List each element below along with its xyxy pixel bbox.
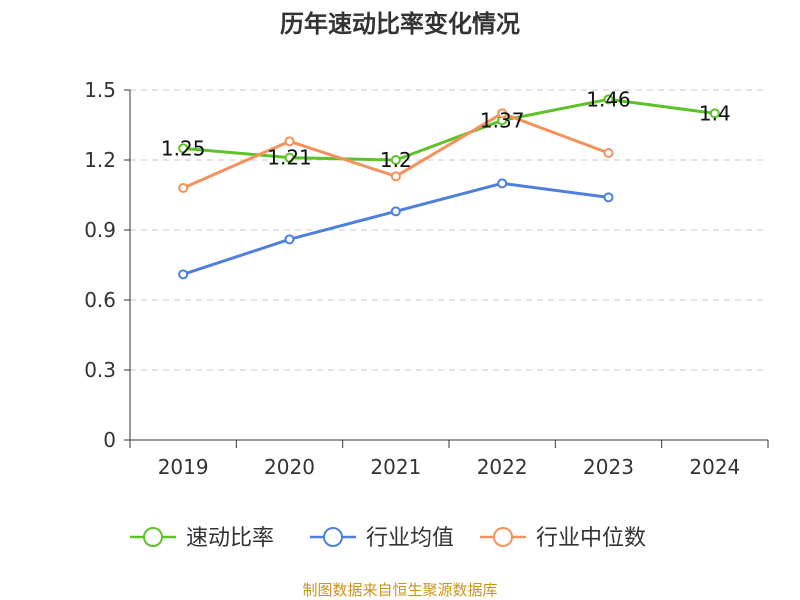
data-point-0: [709, 108, 720, 119]
data-point-2: [284, 136, 295, 147]
data-point-2: [390, 171, 401, 182]
legend-label: 速动比率: [186, 526, 274, 551]
x-tick-label: 2020: [264, 455, 315, 479]
data-point-1: [178, 269, 189, 280]
data-point-0: [390, 155, 401, 165]
data-label: 1.2: [380, 148, 412, 172]
data-point-1: [603, 192, 614, 203]
data-point-2: [497, 108, 508, 119]
legend-swatch-marker: [143, 527, 163, 547]
data-label: 1.21: [267, 146, 312, 170]
data-point-2: [603, 148, 614, 158]
y-tick-label: 1.2: [84, 148, 116, 172]
x-tick-label: 2023: [583, 455, 634, 479]
legend-item-2: 行业中位数: [480, 526, 646, 551]
data-point-2: [178, 183, 189, 193]
series-line-1: [181, 181, 610, 276]
data-point-1: [497, 178, 508, 189]
data-label: 1.25: [161, 136, 206, 160]
y-tick-label: 0.6: [84, 288, 116, 312]
y-tick-label: 0: [103, 428, 116, 452]
data-label: 1.37: [480, 108, 525, 132]
x-tick-label: 2019: [158, 455, 209, 479]
data-point-1: [284, 234, 295, 245]
legend-item-1: 行业均值: [310, 526, 454, 551]
legend: 速动比率 行业均值 行业中位数: [130, 526, 646, 551]
y-tick-label: 0.3: [84, 358, 116, 382]
axis-layer: 0 0.3 0.6 0.9 1.2 1.5 2019 2020 2021 2022 2023 2024: [84, 78, 769, 479]
data-label-layer: 1.25 1.21 1.2 1.37 1.46 1.4: [161, 87, 731, 172]
legend-swatch-marker: [493, 527, 513, 547]
x-tick-label: 2021: [370, 455, 421, 479]
data-point-0: [603, 94, 614, 105]
x-tick-label: 2024: [689, 455, 740, 479]
legend-swatch-marker: [323, 527, 343, 547]
data-point-0: [284, 152, 295, 163]
y-tick-label: 1.5: [84, 78, 116, 102]
chart-title: 历年速动比率变化情况: [280, 10, 520, 38]
legend-label: 行业中位数: [536, 526, 646, 551]
legend-label: 行业均值: [366, 526, 454, 551]
series-line-0: [181, 97, 717, 162]
y-tick-label: 0.9: [84, 218, 116, 242]
data-point-1: [390, 206, 401, 217]
x-tick-label: 2022: [477, 455, 528, 479]
series-layer: [178, 94, 720, 280]
grid-layer: [130, 89, 768, 371]
source-note: 制图数据来自恒生聚源数据库: [302, 581, 497, 599]
data-label: 1.4: [699, 101, 731, 125]
legend-item-0: 速动比率: [130, 526, 274, 551]
data-point-0: [178, 143, 189, 154]
data-label: 1.46: [586, 87, 631, 111]
